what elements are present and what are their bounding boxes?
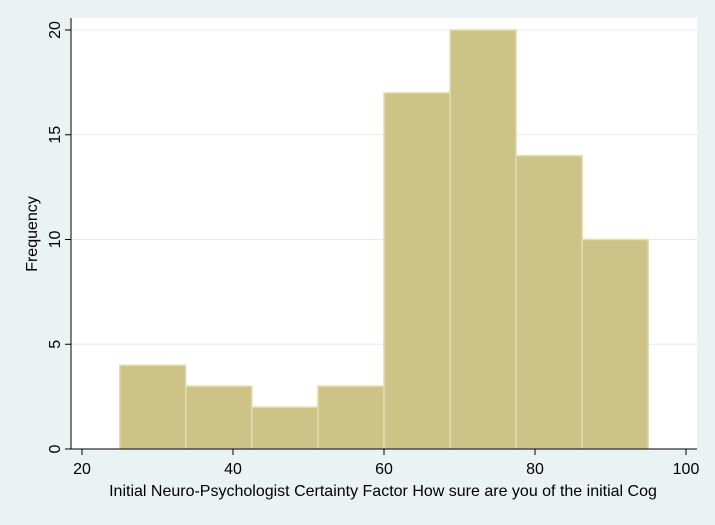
histogram-bar	[119, 364, 187, 450]
y-tick-label: 15	[47, 126, 64, 144]
y-tick-label: 10	[47, 231, 64, 249]
axes	[65, 18, 697, 455]
y-axis-label: Frequency	[24, 196, 41, 272]
x-tick-label: 60	[375, 461, 393, 478]
histogram-bar	[317, 385, 385, 450]
histogram-bar	[581, 238, 649, 450]
histogram-bar	[383, 92, 451, 450]
bars	[119, 29, 649, 450]
x-tick-label: 20	[73, 461, 91, 478]
histogram-bar	[251, 406, 319, 450]
tick-labels: 20 40 60 80 100 0 5 10 15 20	[47, 21, 699, 478]
x-tick-label: 80	[526, 461, 544, 478]
y-tick-label: 0	[47, 444, 64, 453]
y-tick-label: 5	[47, 340, 64, 349]
x-tick-label: 100	[673, 461, 700, 478]
y-tick-label: 20	[47, 21, 64, 39]
histogram-bar	[515, 154, 583, 450]
x-axis-label: Initial Neuro-Psychologist Certainty Fac…	[109, 483, 657, 500]
histogram-bar	[185, 385, 253, 450]
histogram-bar	[449, 29, 517, 450]
x-tick-label: 40	[224, 461, 242, 478]
